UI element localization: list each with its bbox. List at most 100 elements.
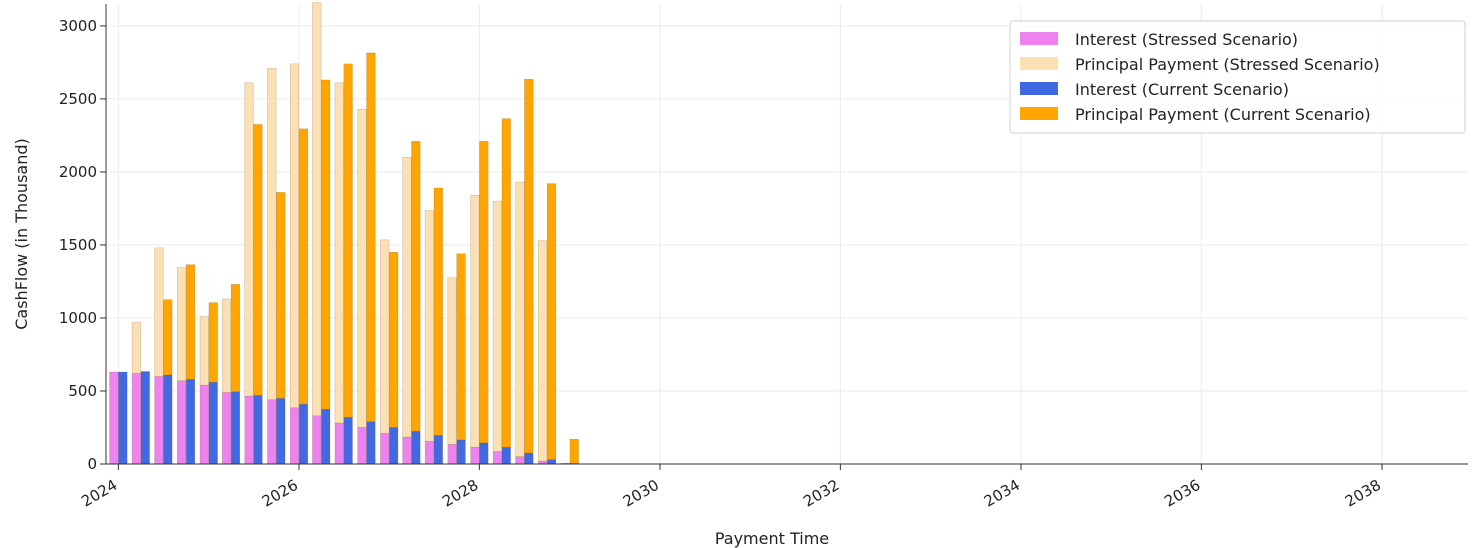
- bar-current-principal: [524, 78, 534, 454]
- bar-current-interest: [140, 371, 150, 465]
- bar-stressed-interest: [267, 399, 277, 465]
- legend: Interest (Stressed Scenario) Principal Pa…: [1009, 20, 1466, 134]
- grid: [106, 4, 1468, 465]
- x-tick-label: 2024: [78, 476, 120, 511]
- bar-stressed-principal: [492, 200, 502, 452]
- bar-stressed-interest: [515, 456, 525, 465]
- y-ticks: 0 500 1000 1500 2000 2500 3000: [59, 17, 106, 473]
- bar-current-principal: [479, 141, 489, 444]
- bar-stressed-interest: [357, 427, 367, 465]
- bar-stressed-principal: [244, 82, 254, 397]
- bar-current-interest: [389, 427, 399, 465]
- bar-current-principal: [343, 63, 353, 418]
- x-tick-label: 2032: [800, 476, 842, 511]
- bar-stressed-interest: [154, 376, 164, 465]
- bar-current-principal: [276, 192, 286, 399]
- legend-label: Interest (Stressed Scenario): [1075, 30, 1298, 49]
- bar-current-principal: [546, 183, 557, 460]
- bar-current-interest: [433, 435, 443, 465]
- bar-current-interest: [118, 371, 128, 465]
- legend-swatch: [1020, 32, 1058, 45]
- bar-current-interest: [501, 446, 511, 465]
- bar-stressed-interest: [312, 415, 322, 465]
- legend-label: Principal Payment (Current Scenario): [1075, 105, 1371, 124]
- bar-current-interest: [163, 374, 173, 465]
- bar-stressed-interest: [199, 384, 209, 465]
- bar-stressed-interest: [380, 433, 390, 465]
- bar-stressed-principal: [267, 68, 277, 400]
- x-tick-label: 2034: [981, 476, 1023, 511]
- bar-stressed-principal: [538, 240, 548, 462]
- bar-current-interest: [546, 459, 557, 465]
- bar-current-principal: [321, 79, 331, 410]
- bar-stressed-principal: [470, 195, 480, 448]
- bar-current-interest: [456, 439, 466, 465]
- bar-current-principal: [208, 302, 218, 383]
- bar-stressed-principal: [177, 267, 187, 382]
- bar-current-interest: [479, 442, 489, 465]
- legend-label: Interest (Current Scenario): [1075, 80, 1289, 99]
- bar-current-principal: [185, 264, 196, 380]
- bar-stressed-interest: [109, 371, 119, 465]
- bar-current-interest: [524, 452, 534, 465]
- bar-current-interest: [276, 398, 286, 465]
- bar-stressed-interest: [492, 451, 502, 465]
- legend-swatch: [1020, 107, 1058, 120]
- bar-stressed-interest: [131, 373, 141, 465]
- y-tick-label: 1000: [59, 309, 97, 327]
- bar-stressed-interest: [177, 380, 187, 465]
- y-tick-label: 3000: [59, 17, 97, 35]
- bar-stressed-principal: [424, 210, 435, 442]
- bar-current-principal: [230, 284, 241, 392]
- x-tick-label: 2030: [620, 476, 662, 511]
- axes: [105, 4, 1468, 465]
- bar-stressed-interest: [244, 395, 254, 465]
- bar-current-interest: [366, 421, 376, 465]
- bar-current-principal: [389, 252, 399, 428]
- bar-stressed-principal: [312, 2, 322, 417]
- bar-current-principal: [298, 128, 309, 405]
- x-tick-label: 2028: [439, 476, 481, 511]
- bars: [109, 2, 579, 465]
- bar-current-principal: [456, 253, 466, 441]
- bar-current-principal: [433, 187, 443, 436]
- bar-stressed-interest: [424, 441, 435, 465]
- bar-stressed-interest: [470, 446, 480, 465]
- bar-stressed-interest: [334, 422, 344, 465]
- bar-current-interest: [298, 403, 309, 465]
- legend-swatch: [1020, 57, 1058, 70]
- x-tick-label: 2036: [1161, 476, 1203, 511]
- bar-stressed-principal: [380, 239, 390, 434]
- bar-stressed-interest: [447, 444, 457, 465]
- x-axis-title: Payment Time: [715, 529, 829, 548]
- y-axis-title: CashFlow (in Thousand): [12, 138, 31, 330]
- bar-stressed-principal: [289, 63, 300, 409]
- bar-current-interest: [230, 391, 241, 465]
- y-tick-label: 1500: [59, 236, 97, 254]
- bar-current-interest: [411, 430, 421, 465]
- legend-swatch: [1020, 82, 1058, 95]
- bar-current-interest: [185, 379, 196, 465]
- y-tick-label: 2500: [59, 90, 97, 108]
- bar-stressed-interest: [222, 392, 232, 465]
- bar-stressed-principal: [154, 247, 164, 377]
- bar-current-principal: [411, 141, 421, 432]
- x-tick-label: 2026: [259, 476, 301, 511]
- bar-current-principal: [366, 52, 376, 422]
- bar-stressed-interest: [289, 407, 300, 465]
- legend-label: Principal Payment (Stressed Scenario): [1075, 55, 1380, 74]
- bar-current-principal: [253, 124, 263, 396]
- bar-current-interest: [208, 381, 218, 465]
- bar-stressed-principal: [447, 277, 457, 445]
- bar-stressed-principal: [334, 82, 344, 424]
- bar-stressed-principal: [357, 108, 367, 428]
- y-tick-label: 0: [87, 455, 97, 473]
- bar-current-principal: [140, 371, 150, 373]
- x-ticks: 2024 2026 2028 2030 2032 2034 2036 2038: [78, 464, 1384, 511]
- bar-current-principal: [163, 299, 173, 376]
- x-tick-label: 2038: [1342, 476, 1384, 511]
- bar-current-interest: [321, 408, 331, 465]
- legend-box: [1009, 20, 1466, 134]
- bar-current-principal: [569, 438, 579, 464]
